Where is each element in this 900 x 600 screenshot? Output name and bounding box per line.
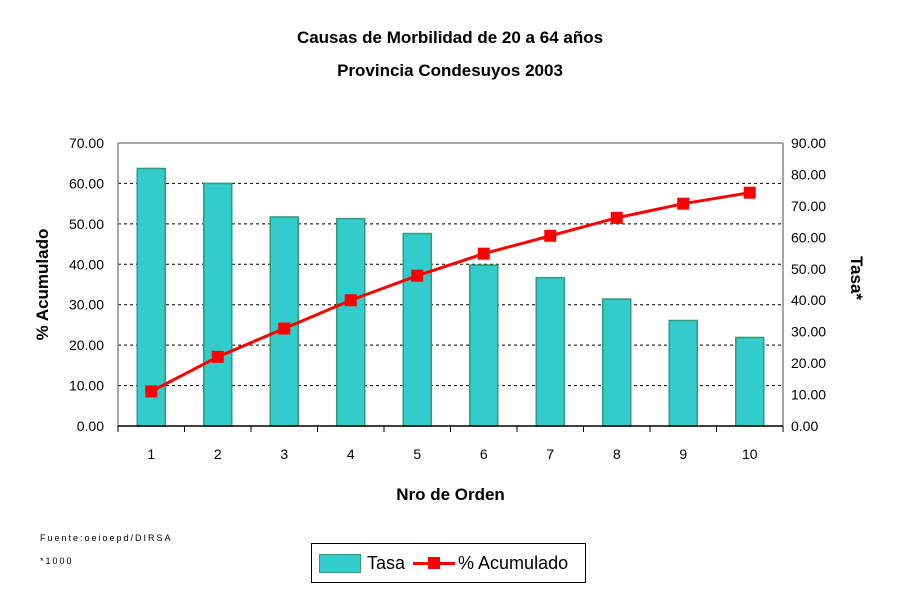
marker-5: [411, 269, 424, 282]
right-tick-label: 10.00: [791, 387, 826, 403]
left-tick-label: 40.00: [69, 256, 104, 272]
left-tick-label: 60.00: [69, 175, 104, 191]
right-tick-label: 80.00: [791, 166, 826, 182]
marker-3: [278, 322, 291, 335]
bar-4: [336, 217, 366, 427]
x-tick-label: 2: [214, 446, 222, 462]
source-note: Fuente:oeioepd/DIRSA: [40, 533, 173, 543]
right-tick-label: 30.00: [791, 324, 826, 340]
right-tick-label: 20.00: [791, 355, 826, 371]
bar-7: [535, 276, 565, 427]
left-tick-label: 70.00: [69, 135, 104, 151]
left-tick-label: 20.00: [69, 337, 104, 353]
right-tick-label: 60.00: [791, 229, 826, 245]
x-tick-label: 10: [742, 446, 758, 462]
right-tick-label: 90.00: [791, 135, 826, 151]
left-tick-label: 0.00: [77, 418, 104, 434]
bar-8: [602, 298, 632, 427]
marker-1: [145, 385, 158, 398]
right-tick-label: 70.00: [791, 198, 826, 214]
bar-6: [469, 264, 499, 427]
marker-9: [677, 197, 690, 210]
x-tick-label: 6: [480, 446, 488, 462]
marker-2: [211, 350, 224, 363]
right-axis-title: Tasa*: [847, 256, 866, 300]
legend-label-acumulado: % Acumulado: [458, 552, 569, 573]
x-tick-label: 3: [280, 446, 288, 462]
right-tick-label: 40.00: [791, 292, 826, 308]
bar-2: [203, 182, 233, 427]
bar-9: [668, 319, 698, 427]
line-acumulado: [150, 191, 750, 393]
bar-3: [269, 216, 299, 427]
bar-10: [735, 336, 765, 427]
x-axis-title: Nro de Orden: [396, 485, 505, 504]
marker-10: [743, 186, 756, 199]
right-tick-label: 50.00: [791, 261, 826, 277]
chart-title: Causas de Morbilidad de 20 a 64 años: [296, 28, 604, 47]
legend-line-acumulado: [413, 556, 456, 569]
x-tick-label: 9: [679, 446, 687, 462]
marker-8: [610, 211, 623, 224]
legend-label-tasa: Tasa: [367, 552, 406, 573]
x-tick-label: 5: [413, 446, 421, 462]
left-axis-title: % Acumulado: [33, 229, 52, 341]
scale-note: *1000: [40, 556, 74, 566]
bar-5: [402, 232, 432, 427]
right-tick-label: 0.00: [791, 418, 818, 434]
x-tick-label: 1: [147, 446, 155, 462]
x-tick-label: 4: [347, 446, 355, 462]
marker-4: [344, 294, 357, 307]
chart-subtitle: Provincia Condesuyos 2003: [337, 61, 563, 80]
marker-7: [544, 229, 557, 242]
marker-6: [477, 247, 490, 260]
x-tick-label: 8: [613, 446, 621, 462]
legend-swatch-tasa: [319, 553, 361, 573]
x-tick-label: 7: [546, 446, 554, 462]
left-tick-label: 10.00: [69, 378, 104, 394]
legend: Tasa % Acumulado: [311, 543, 586, 583]
left-tick-label: 50.00: [69, 216, 104, 232]
left-tick-label: 30.00: [69, 297, 104, 313]
